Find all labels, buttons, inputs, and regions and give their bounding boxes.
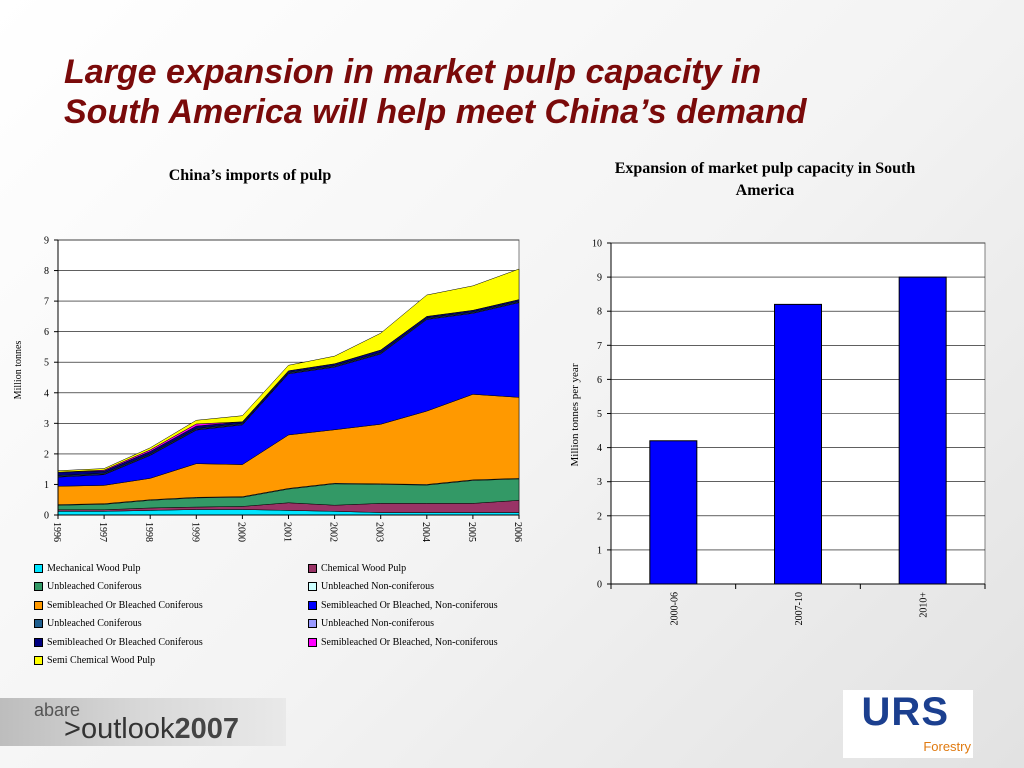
- bar-y-tick-label: 2: [597, 511, 602, 522]
- legend-item-4: Semibleached Or Bleached Coniferous: [34, 596, 308, 615]
- bar-y-tick-label: 1: [597, 545, 602, 556]
- bar-category-label: 2010+: [919, 592, 930, 618]
- slide-title-line-2: South America will help meet China’s dem…: [64, 93, 807, 131]
- legend-label: Unbleached Coniferous: [47, 581, 142, 593]
- area-y-tick-label: 1: [44, 480, 49, 491]
- bar-category-label: 2007-10: [794, 592, 805, 625]
- area-chart-legend: Mechanical Wood Pulp Chemical Wood Pulp Un…: [34, 559, 554, 670]
- urs-logo: URS Forestry: [843, 690, 973, 758]
- urs-forestry-text: Forestry: [923, 739, 971, 754]
- bar-0: [649, 440, 698, 585]
- bar-2: [898, 276, 947, 585]
- area-y-tick-label: 6: [44, 327, 49, 338]
- legend-item-2: Unbleached Coniferous: [34, 578, 308, 597]
- bar-y-tick-label: 0: [597, 580, 602, 591]
- legend-swatch: [34, 656, 43, 666]
- legend-swatch: [34, 582, 43, 592]
- bar-y-tick-label: 4: [597, 443, 602, 454]
- legend-item-10: Semi Chemical Wood Pulp: [34, 652, 308, 671]
- outlook-prefix: >: [64, 713, 81, 745]
- bar-y-tick-label: 6: [597, 375, 602, 386]
- legend-swatch: [34, 563, 43, 573]
- legend-item-1: Chemical Wood Pulp: [308, 559, 554, 578]
- legend-swatch: [308, 600, 317, 610]
- legend-label: Semibleached Or Bleached Coniferous: [47, 636, 203, 648]
- area-x-tick-label: 2003: [374, 522, 385, 542]
- area-y-tick-label: 5: [44, 358, 49, 369]
- area-y-tick-label: 9: [44, 236, 49, 247]
- legend-label: Semibleached Or Bleached, Non-coniferous: [321, 636, 498, 648]
- area-y-axis-label: Million tonnes: [13, 341, 24, 400]
- area-x-tick-label: 1998: [143, 522, 154, 542]
- legend-label: Chemical Wood Pulp: [321, 562, 407, 574]
- bar-category-label: 2000-06: [669, 592, 680, 625]
- bar-y-axis-label: Million tonnes per year: [569, 363, 581, 466]
- legend-item-5: Semibleached Or Bleached, Non-coniferous: [308, 596, 554, 615]
- bar-y-tick-label: 3: [597, 477, 602, 488]
- legend-label: Unbleached Non-coniferous: [321, 618, 435, 630]
- urs-logo-text: URS: [861, 690, 949, 734]
- bar-1: [774, 303, 822, 585]
- legend-label: Unbleached Non-coniferous: [321, 581, 435, 593]
- area-chart-title: China’s imports of pulp: [168, 167, 332, 184]
- legend-swatch: [308, 619, 317, 629]
- area-y-tick-label: 0: [44, 511, 49, 522]
- area-x-tick-label: 2001: [282, 522, 293, 542]
- slide-title: Large expansion in market pulp capacity …: [64, 52, 964, 132]
- legend-item-0: Mechanical Wood Pulp: [34, 559, 308, 578]
- legend-item-6: Unbleached Non-coniferous: [308, 615, 554, 634]
- area-y-tick-label: 3: [44, 419, 49, 430]
- legend-swatch: [34, 600, 43, 610]
- bar-y-tick-label: 10: [592, 239, 602, 250]
- legend-item-3: Unbleached Non-coniferous: [308, 578, 554, 597]
- legend-label: Semi Chemical Wood Pulp: [47, 655, 156, 667]
- outlook-year: 2007: [174, 713, 239, 745]
- legend-label: Unbleached Coniferous: [47, 618, 142, 630]
- area-x-tick-label: 1999: [189, 522, 200, 542]
- bar-chart-title: Expansion of market pulp capacity in Sou…: [614, 160, 916, 199]
- outlook-word: outlook: [80, 713, 175, 745]
- area-x-tick-label: 2004: [420, 522, 431, 542]
- slide-title-line-1: Large expansion in market pulp capacity …: [64, 53, 762, 91]
- area-x-tick-label: 1997: [97, 522, 108, 542]
- area-y-tick-label: 7: [44, 297, 49, 308]
- area-series-10: [57, 268, 520, 473]
- legend-swatch: [308, 637, 317, 647]
- area-x-tick-label: 2000: [235, 522, 246, 542]
- area-x-tick-label: 2005: [466, 522, 477, 542]
- legend-item-8: Semibleached Or Bleached Coniferous: [34, 633, 308, 652]
- bar-y-tick-label: 8: [597, 307, 602, 318]
- legend-item-9: Semibleached Or Bleached, Non-coniferous: [308, 633, 554, 652]
- legend-swatch: [308, 563, 317, 573]
- legend-label: Mechanical Wood Pulp: [47, 562, 141, 574]
- legend-label: Semibleached Or Bleached Coniferous: [47, 599, 203, 611]
- bar-y-tick-label: 9: [597, 273, 602, 284]
- area-x-tick-label: 2006: [512, 522, 523, 542]
- area-y-tick-label: 8: [44, 266, 49, 277]
- bar-y-tick-label: 5: [597, 409, 602, 420]
- legend-swatch: [308, 582, 317, 592]
- legend-swatch: [34, 619, 43, 629]
- area-y-tick-label: 4: [44, 388, 49, 399]
- legend-swatch: [34, 637, 43, 647]
- area-x-tick-label: 2002: [328, 522, 339, 542]
- outlook-logo: >outlook2007: [64, 713, 239, 746]
- bar-y-tick-label: 7: [597, 341, 602, 352]
- area-y-tick-label: 2: [44, 449, 49, 460]
- legend-item-7: Unbleached Coniferous: [34, 615, 308, 634]
- footer-band: [0, 698, 286, 746]
- legend-label: Semibleached Or Bleached, Non-coniferous: [321, 599, 498, 611]
- area-x-tick-label: 1996: [51, 522, 62, 542]
- abare-logo: abare: [34, 700, 81, 720]
